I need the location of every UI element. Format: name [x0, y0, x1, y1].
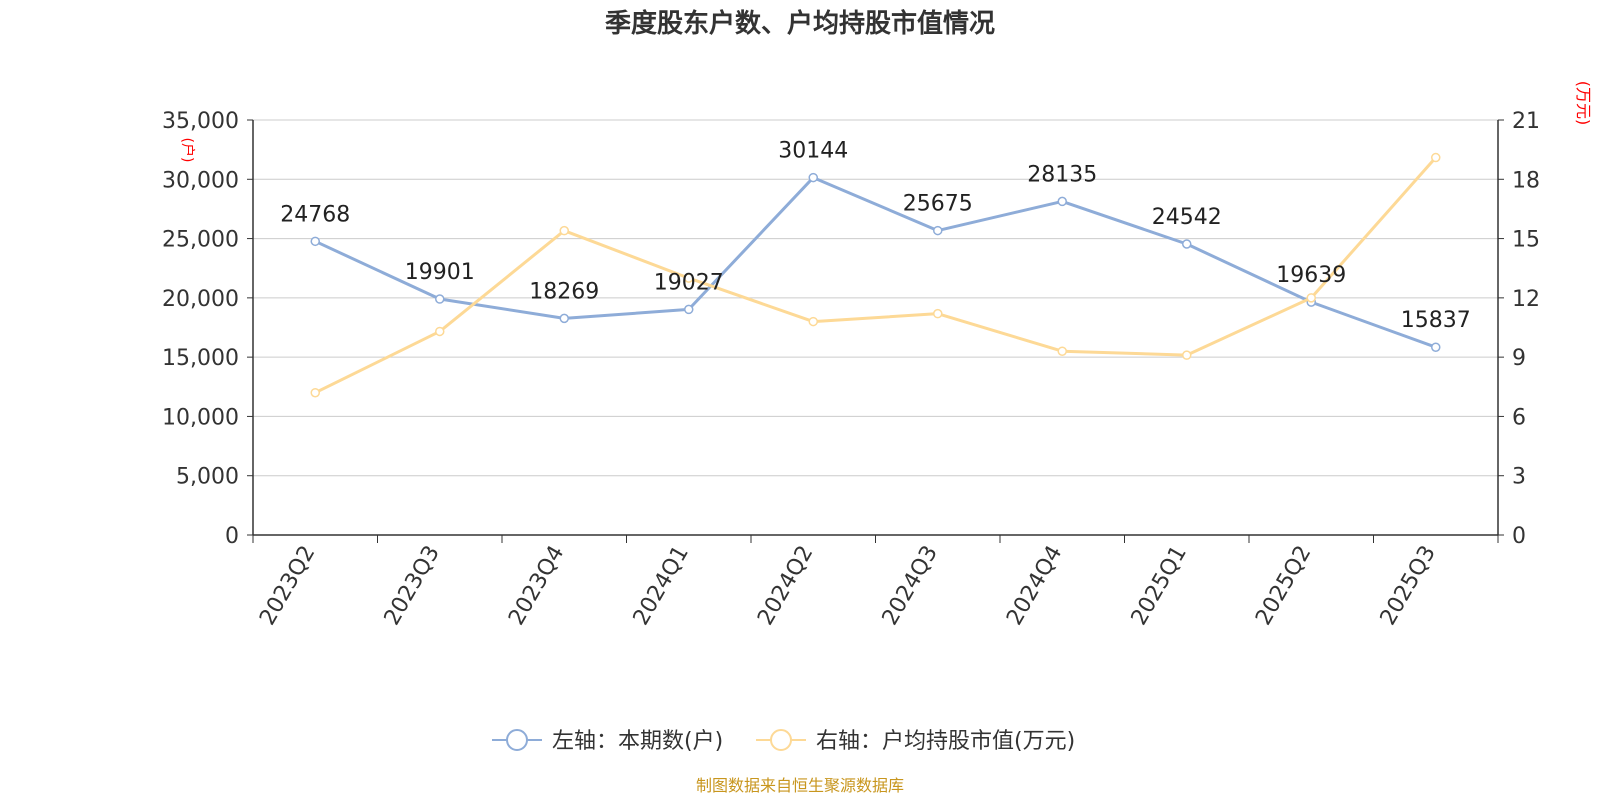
data-label-layer: 24768 19901 18269 19027 30144 25675 28135 24542…: [280, 139, 1471, 334]
right-axis-tick-label: 6: [1512, 405, 1526, 430]
series-1-point[interactable]: [684, 273, 694, 283]
left-axis-tick-label: 20,000: [162, 287, 239, 312]
series-0-point[interactable]: [310, 236, 320, 247]
left-axis-tick-label: 15,000: [162, 346, 239, 371]
series-1-point[interactable]: [808, 316, 818, 327]
series-0-data-label: 15837: [1401, 308, 1471, 333]
right-axis-tick-label: 3: [1512, 465, 1526, 490]
legend-item-left-series[interactable]: 左轴：本期数(户): [492, 729, 723, 754]
x-axis-tick-label: 2024Q4: [1002, 542, 1067, 630]
right-axis-unit: (万元): [1574, 81, 1593, 126]
series-0-data-label: 19901: [405, 260, 475, 285]
series-0-data-label: 24542: [1152, 205, 1222, 230]
series-1-point[interactable]: [933, 308, 943, 319]
series-0-point[interactable]: [435, 294, 445, 304]
right-axis-tick-label: 9: [1512, 346, 1526, 371]
series-0-data-label: 19639: [1276, 263, 1346, 288]
series-0-data-label: 19027: [654, 270, 724, 295]
legend-marker-left-series: [506, 729, 528, 751]
right-axis-tick-label: 21: [1512, 109, 1540, 134]
series-0-point[interactable]: [559, 313, 569, 324]
left-axis-tick-label: 35,000: [162, 109, 239, 134]
legend-label-right-series: 右轴：户均持股市值(万元): [816, 729, 1075, 754]
grid-layer: [253, 119, 1498, 477]
series-0-data-label: 24768: [280, 202, 350, 227]
series-1-point[interactable]: [559, 225, 569, 236]
legend-marker-right-series: [770, 729, 792, 751]
right-axis-tick-label: 0: [1512, 524, 1526, 549]
series-1-point[interactable]: [310, 387, 320, 398]
series-0-data-label: 30144: [778, 139, 848, 164]
left-axis-tick-label: 30,000: [162, 168, 239, 193]
x-axis-tick-label: 2024Q2: [753, 542, 818, 630]
series-0-point[interactable]: [1182, 239, 1192, 249]
x-axis-tick-label: 2025Q1: [1127, 542, 1192, 630]
series-0-point[interactable]: [1431, 342, 1441, 352]
x-axis-tick-label: 2023Q3: [380, 542, 445, 630]
axis-layer: 0 0 5,000 3 10,000 6 15,000 9 20,000 12 25,000 15 30…: [162, 109, 1540, 630]
series-0-data-label: 25675: [903, 192, 973, 217]
series-1-point[interactable]: [1306, 293, 1316, 303]
x-axis-tick-label: 2023Q4: [504, 542, 569, 630]
x-axis-tick-label: 2025Q2: [1251, 542, 1316, 630]
left-axis-unit: (户): [179, 138, 196, 163]
series-0-data-label: 28135: [1027, 162, 1097, 187]
legend: 左轴：本期数(户) 右轴：户均持股市值(万元): [492, 729, 1075, 754]
series-line-0: [313, 176, 1438, 349]
left-axis-tick-label: 10,000: [162, 405, 239, 430]
legend-item-right-series[interactable]: 右轴：户均持股市值(万元): [756, 729, 1075, 754]
series-0-point[interactable]: [808, 172, 818, 183]
chart-title: 季度股东户数、户均持股市值情况: [605, 8, 995, 39]
source-note: 制图数据来自恒生聚源数据库: [696, 776, 904, 795]
series-1-point[interactable]: [1431, 152, 1441, 163]
left-axis-tick-label: 5,000: [176, 465, 239, 490]
x-axis-tick-label: 2024Q3: [878, 542, 943, 630]
x-axis-tick-label: 2024Q1: [629, 542, 694, 630]
series-0-point[interactable]: [933, 225, 943, 236]
right-axis-tick-label: 15: [1512, 228, 1540, 253]
series-1-point[interactable]: [1182, 350, 1192, 360]
series-1-point[interactable]: [1057, 346, 1067, 356]
series-layer: [310, 152, 1441, 398]
right-axis-tick-label: 12: [1512, 287, 1540, 312]
series-line-1: [313, 156, 1438, 395]
right-axis-tick-label: 18: [1512, 168, 1540, 193]
x-axis-tick-label: 2023Q2: [255, 542, 320, 630]
left-axis-tick-label: 25,000: [162, 228, 239, 253]
series-0-point[interactable]: [1057, 196, 1067, 207]
series-1-point[interactable]: [435, 326, 445, 337]
series-0-data-label: 18269: [529, 279, 599, 304]
legend-label-left-series: 左轴：本期数(户): [552, 729, 723, 754]
series-0-point[interactable]: [684, 304, 694, 315]
x-axis-tick-label: 2025Q3: [1376, 542, 1441, 630]
left-axis-tick-label: 0: [225, 524, 239, 549]
